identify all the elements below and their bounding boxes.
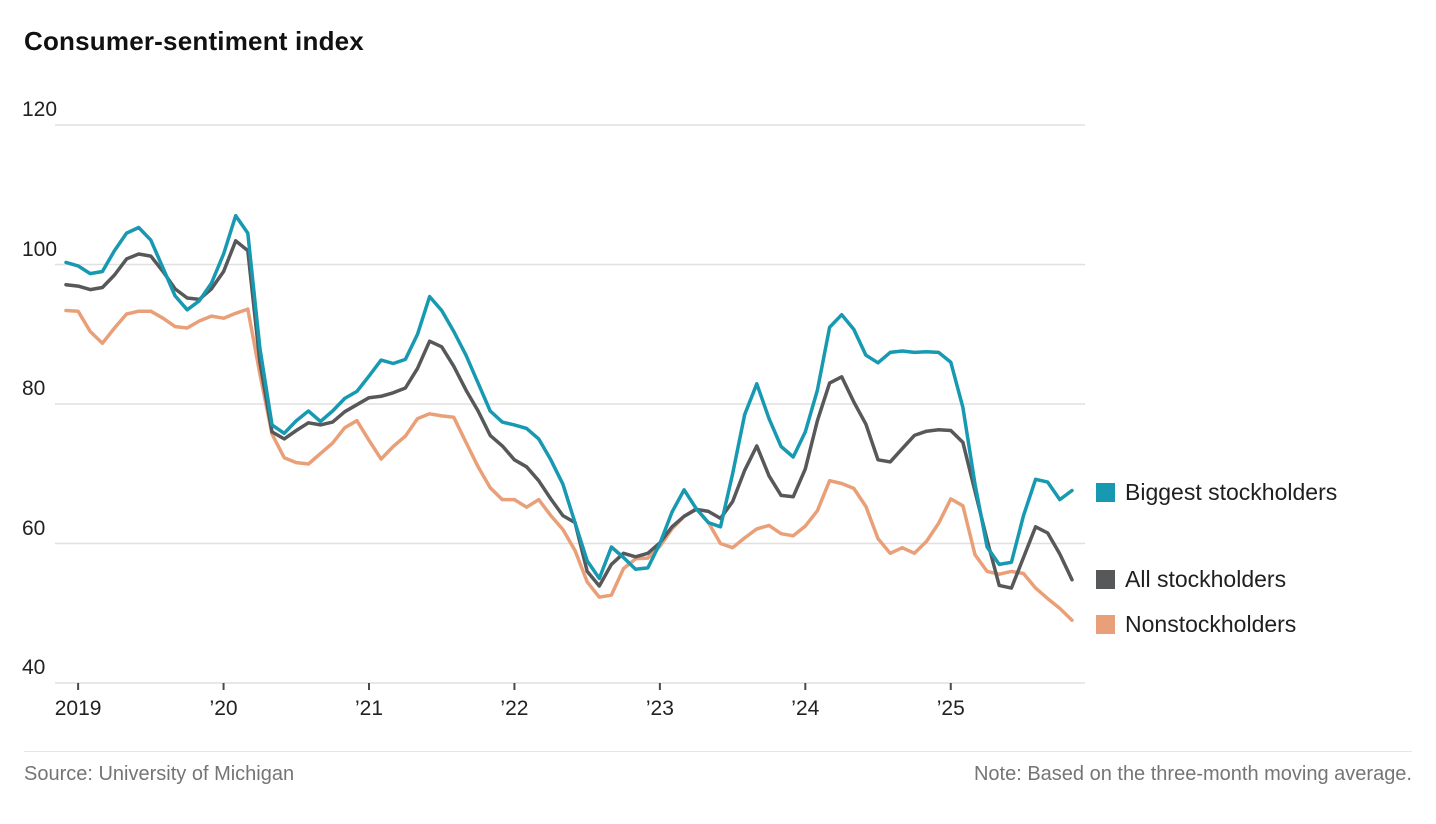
y-tick-label: 60 xyxy=(22,516,46,540)
legend-item-biggest-stockholders: Biggest stockholders xyxy=(1096,479,1337,506)
x-tick-label: ’23 xyxy=(645,697,674,720)
note-text: Note: Based on the three-month moving av… xyxy=(973,763,1412,785)
x-tick-label: ’22 xyxy=(500,697,529,720)
legend-swatch-gray xyxy=(1096,570,1115,589)
series-line-biggest-stockholders xyxy=(64,213,1074,581)
y-tick-label: 80 xyxy=(22,377,46,400)
y-tick-label: 100 xyxy=(22,237,58,261)
x-tick-label: ’25 xyxy=(936,697,965,720)
legend-item-nonstockholders: Nonstockholders xyxy=(1096,611,1296,638)
legend-label: Biggest stockholders xyxy=(1125,479,1338,505)
legend-label: All stockholders xyxy=(1125,566,1287,592)
source-text: Source: University of Michigan xyxy=(24,763,295,785)
x-tick-label: ’20 xyxy=(209,697,238,720)
x-tick-label: 2019 xyxy=(54,697,102,720)
legend-swatch-teal xyxy=(1096,483,1115,502)
legend-label: Nonstockholders xyxy=(1125,611,1297,637)
y-tick-label: 40 xyxy=(22,656,46,679)
chart-title: Consumer-sentiment index xyxy=(24,26,364,56)
x-tick-label: ’21 xyxy=(354,697,384,720)
legend-item-all-stockholders: All stockholders xyxy=(1096,566,1286,593)
footer-divider: Source: University of Michigan Note: Bas… xyxy=(24,751,1412,785)
y-tick-label: 120 xyxy=(22,98,58,121)
legend-swatch-orange xyxy=(1096,615,1115,634)
series-line-all-stockholders xyxy=(64,239,1074,590)
x-tick-label: ’24 xyxy=(791,697,820,720)
series-line-nonstockholders xyxy=(64,307,1074,622)
